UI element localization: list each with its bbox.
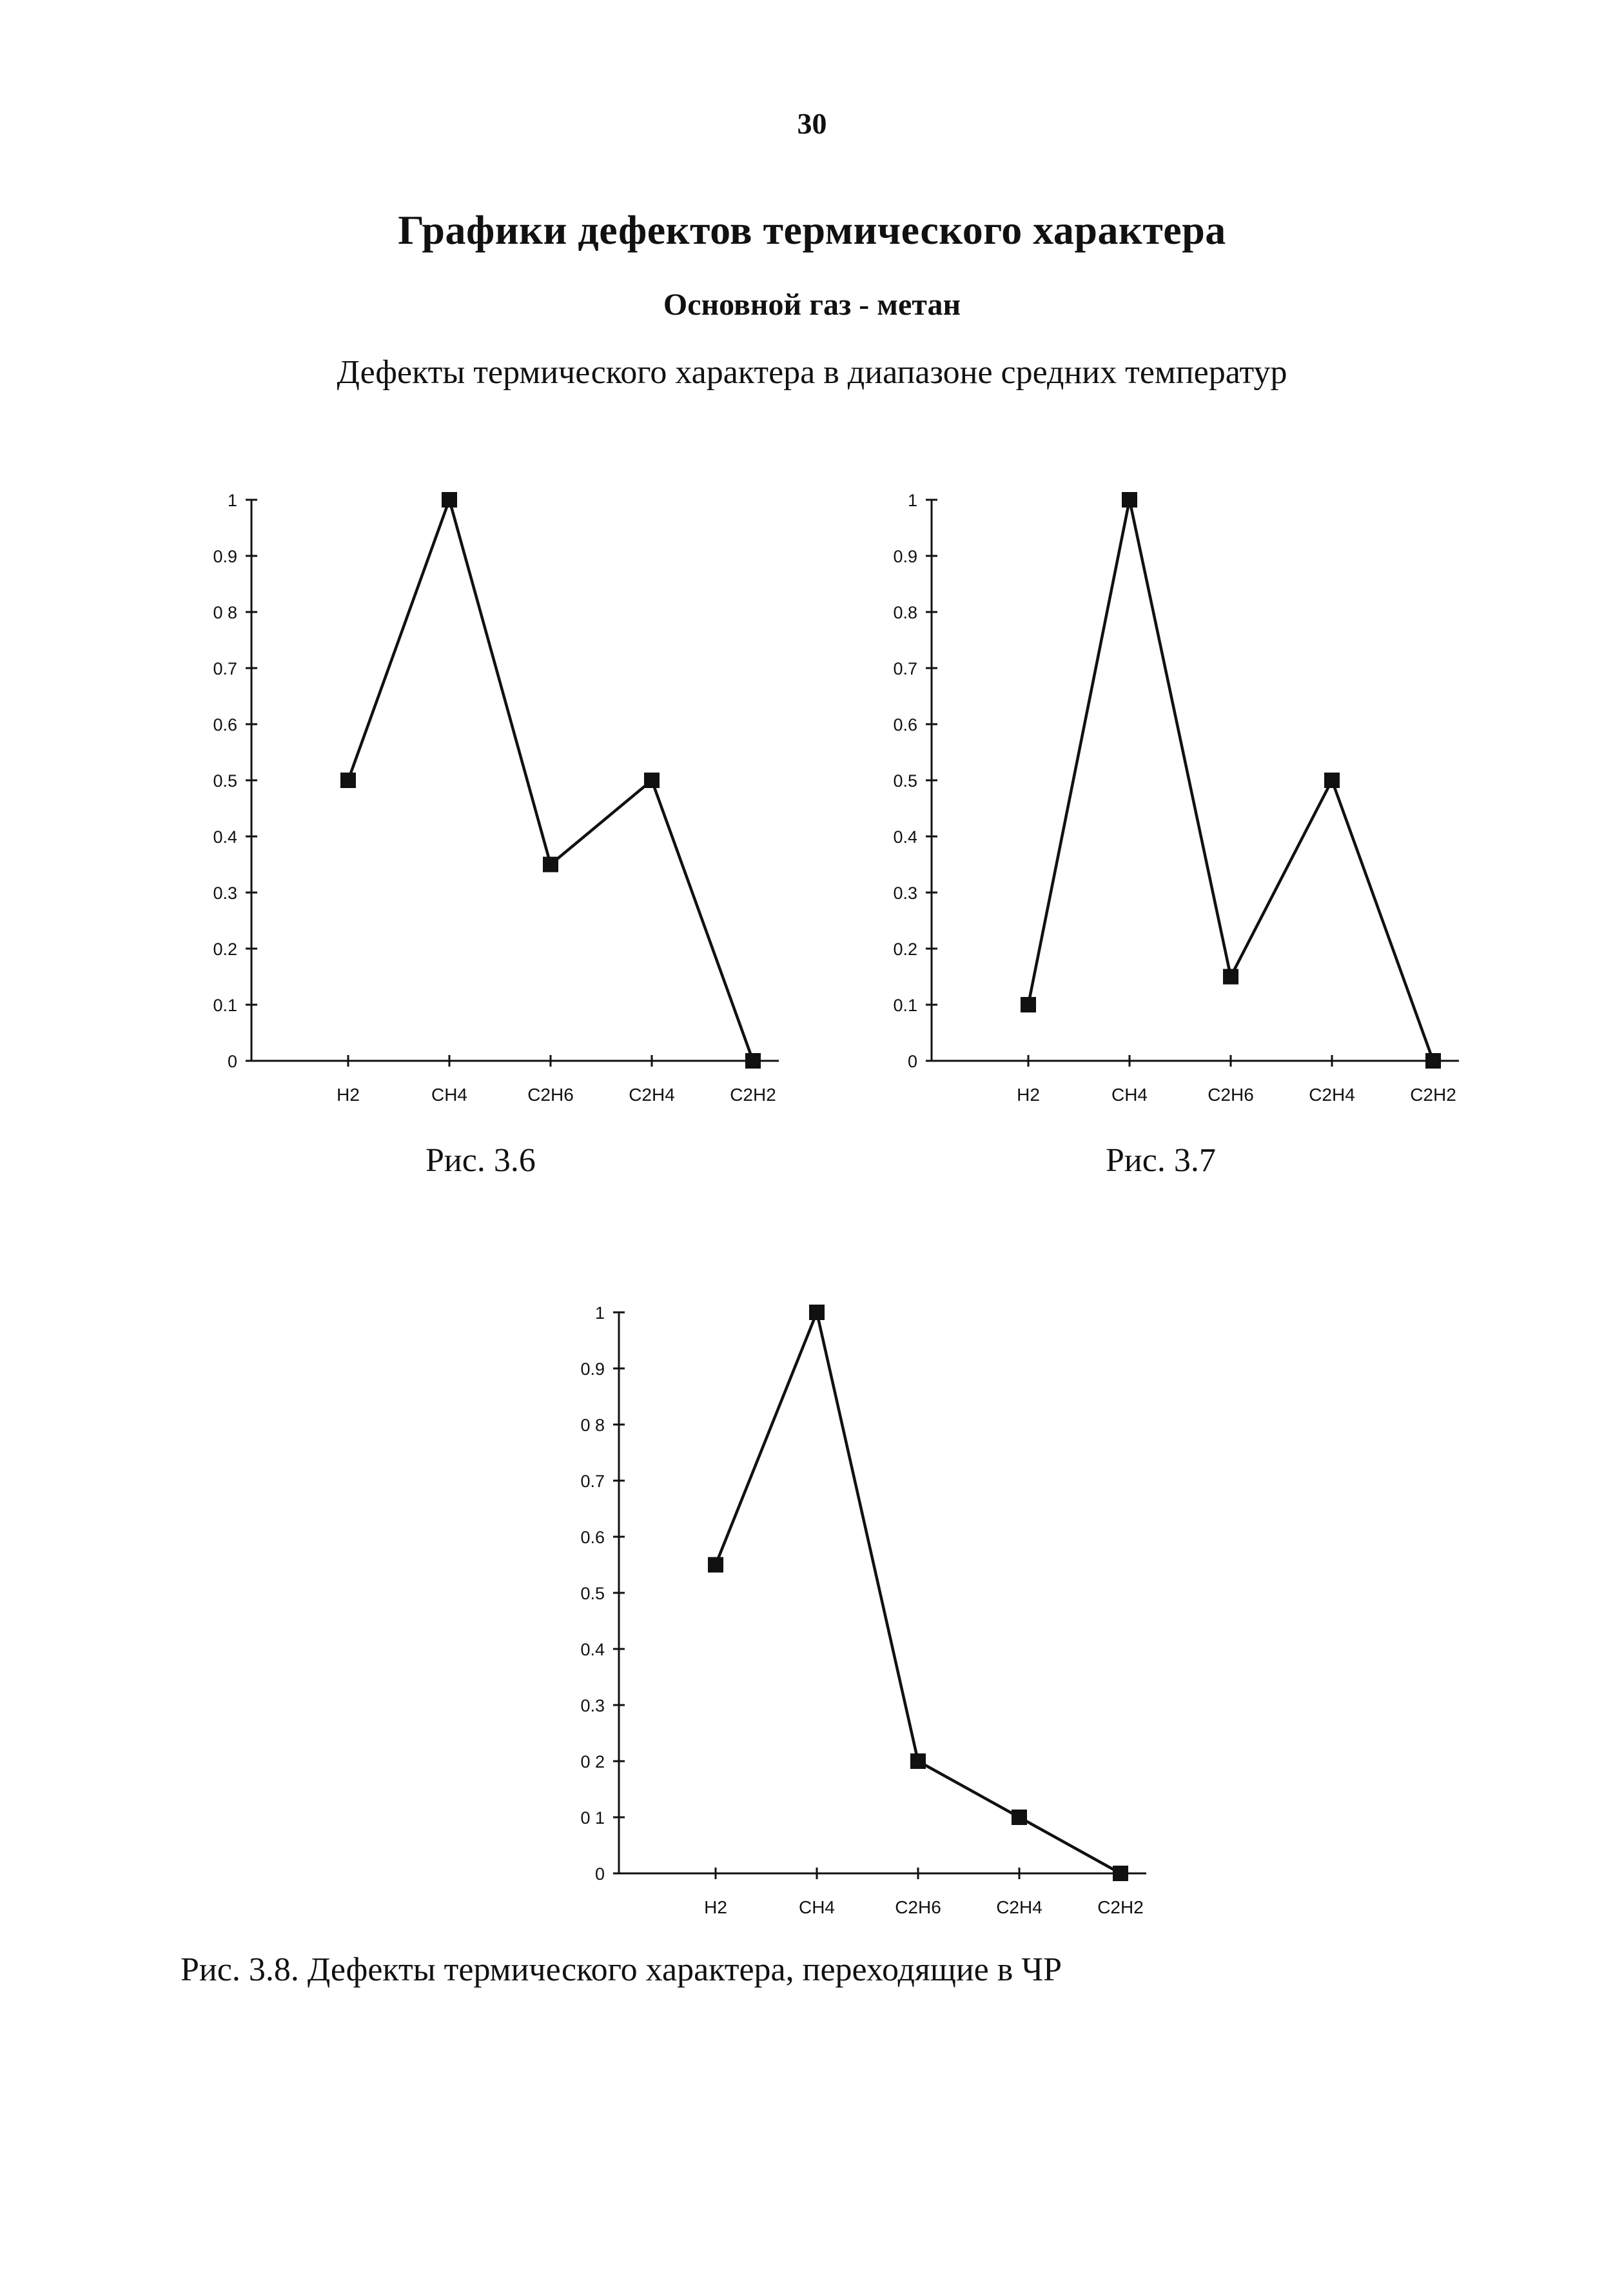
data-point-c2h2 [745, 1053, 761, 1069]
data-point-c2h4 [1324, 773, 1340, 788]
x-tick-label: CH4 [1111, 1085, 1148, 1105]
y-tick-label: 0.6 [580, 1528, 605, 1547]
y-tick-label: 0 8 [580, 1416, 605, 1435]
x-tick-label: C2H4 [996, 1897, 1042, 1917]
y-tick-label: 1 [908, 491, 917, 510]
data-point-c2h6 [910, 1753, 926, 1769]
chart-fig37: 0 0.1 0.2 0.3 0.4 0.5 0.6 0.7 0.8 0.9 1 H2 CH4 C2H6 C2… [893, 491, 1459, 1105]
page-number: 30 [797, 107, 827, 140]
y-tick-label: 0.9 [893, 547, 917, 566]
data-point-ch4 [442, 492, 457, 508]
y-tick-label: 0.4 [213, 827, 237, 847]
x-tick-label: H2 [1017, 1085, 1040, 1105]
y-tick-label: 1 [228, 491, 237, 510]
y-tick-label: 0.9 [213, 547, 237, 566]
x-tick-label: C2H6 [895, 1897, 941, 1917]
y-tick-label: 0.7 [893, 659, 917, 678]
x-tick-label: C2H6 [1208, 1085, 1254, 1105]
y-tick-label: 0 [228, 1052, 237, 1071]
data-point-c2h4 [1012, 1810, 1027, 1825]
y-tick-label: 0.5 [893, 771, 917, 791]
data-point-ch4 [1122, 492, 1137, 508]
caption-fig38: Рис. 3.8. Дефекты термического характера… [181, 1951, 1062, 1988]
y-tick-label: 0.5 [213, 771, 237, 791]
page-title: Графики дефектов термического характера [398, 207, 1226, 253]
y-tick-label: 0 1 [580, 1808, 605, 1828]
y-tick-label: 0.6 [893, 715, 917, 735]
caption-fig36: Рис. 3.6 [426, 1142, 536, 1179]
x-tick-label: C2H6 [527, 1085, 574, 1105]
data-point-h2 [340, 773, 356, 788]
series-line [346, 495, 755, 1061]
y-tick-label: 0.7 [213, 659, 237, 678]
y-tick-label: 0.4 [893, 827, 917, 847]
y-tick-label: 0 [908, 1052, 917, 1071]
x-tick-label: CH4 [431, 1085, 467, 1105]
y-tick-label: 0.1 [893, 996, 917, 1015]
x-tick-label: C2H4 [629, 1085, 675, 1105]
y-tick-label: 0.5 [580, 1584, 605, 1603]
x-tick-label: C2H4 [1309, 1085, 1355, 1105]
y-tick-label: 0.9 [580, 1359, 605, 1379]
x-tick-label: C2H2 [730, 1085, 776, 1105]
y-tick-label: 0.7 [580, 1472, 605, 1491]
y-tick-label: 0.3 [213, 883, 237, 903]
x-tick-label: C2H2 [1097, 1897, 1144, 1917]
y-tick-label: 0.2 [893, 940, 917, 959]
data-point-c2h6 [543, 856, 558, 873]
data-point-c2h2 [1425, 1053, 1441, 1069]
section-title: Дефекты термического характера в диапазо… [337, 354, 1287, 391]
x-tick-label: H2 [337, 1085, 360, 1105]
y-tick-label: 0 [595, 1864, 605, 1884]
y-tick-label: 0.6 [213, 715, 237, 735]
y-tick-label: 1 [595, 1303, 605, 1323]
x-tick-label: C2H2 [1410, 1085, 1456, 1105]
y-tick-label: 0.3 [580, 1696, 605, 1715]
data-point-h2 [1021, 997, 1036, 1012]
data-point-c2h4 [644, 773, 660, 788]
y-tick-label: 0 8 [213, 603, 237, 622]
y-tick-label: 0.4 [580, 1640, 605, 1659]
page-subtitle: Основной газ - метан [663, 288, 961, 322]
x-tick-label: H2 [704, 1897, 727, 1917]
series-line [714, 1307, 1122, 1875]
chart-fig38: 0 0 1 0 2 0.3 0.4 0.5 0.6 0.7 0 8 0.9 1 H2 CH4 C2H6 C2… [580, 1303, 1146, 1917]
data-point-h2 [708, 1557, 723, 1573]
y-tick-label: 0.2 [213, 940, 237, 959]
data-point-c2h2 [1113, 1866, 1128, 1881]
y-tick-label: 0.8 [893, 603, 917, 622]
y-tick-label: 0.1 [213, 996, 237, 1015]
chart-fig36: 0 0.1 0.2 0.3 0.4 0.5 0.6 0.7 0 8 0.9 1 H2 CH4 C2H6 C2… [213, 491, 779, 1105]
x-tick-label: CH4 [799, 1897, 835, 1917]
caption-fig37: Рис. 3.7 [1106, 1142, 1216, 1179]
data-point-ch4 [809, 1305, 825, 1320]
y-tick-label: 0.3 [893, 883, 917, 903]
y-tick-label: 0 2 [580, 1752, 605, 1771]
data-point-c2h6 [1223, 969, 1238, 985]
